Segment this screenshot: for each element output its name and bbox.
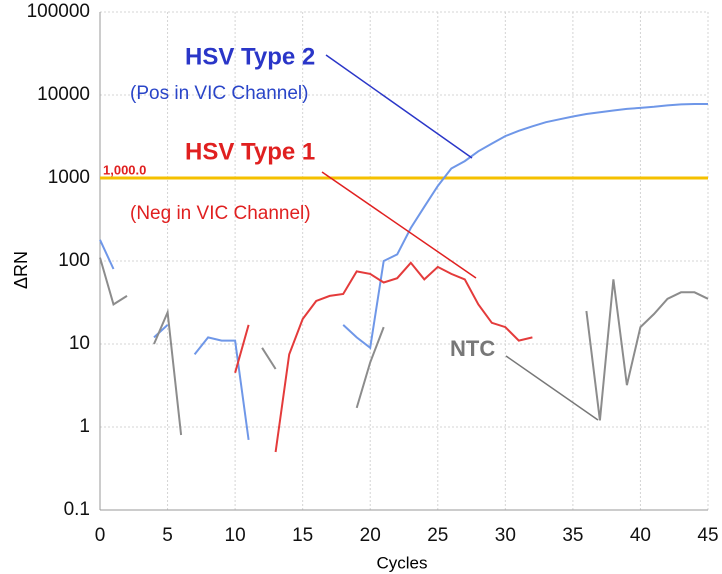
- x-tick-label: 25: [427, 525, 448, 546]
- annotation: (Pos in VIC Channel): [130, 83, 308, 104]
- y-tick-label: 1000: [48, 167, 90, 188]
- x-tick-label: 5: [162, 525, 173, 546]
- y-axis-label: ΔRN: [11, 251, 31, 289]
- x-tick-label: 10: [225, 525, 246, 546]
- leader-line: [505, 355, 599, 421]
- series-line: [234, 261, 533, 453]
- y-tick-label: 0.1: [64, 499, 90, 520]
- x-axis-label: Cycles: [376, 553, 427, 572]
- annotation: HSV Type 1: [185, 138, 315, 165]
- x-tick-label: 30: [495, 525, 516, 546]
- x-tick-label: 35: [562, 525, 583, 546]
- y-tick-label: 100: [58, 250, 90, 271]
- x-tick-label: 0: [95, 525, 106, 546]
- series-line: [99, 257, 709, 436]
- y-tick-label: 10: [69, 333, 90, 354]
- leader-line: [321, 171, 477, 279]
- x-tick-label: 45: [697, 525, 718, 546]
- annotation: HSV Type 2: [185, 43, 315, 70]
- annotation: NTC: [450, 336, 495, 361]
- x-tick-label: 40: [630, 525, 651, 546]
- x-tick-label: 20: [360, 525, 381, 546]
- y-tick-label: 10000: [37, 84, 90, 105]
- y-tick-label: 1: [79, 416, 90, 437]
- series-line: [99, 103, 708, 441]
- annotation: (Neg in VIC Channel): [130, 203, 311, 224]
- leader-line: [325, 54, 473, 159]
- threshold-label: 1,000.0: [103, 162, 146, 177]
- x-tick-label: 15: [292, 525, 313, 546]
- y-tick-label: 100000: [27, 1, 90, 22]
